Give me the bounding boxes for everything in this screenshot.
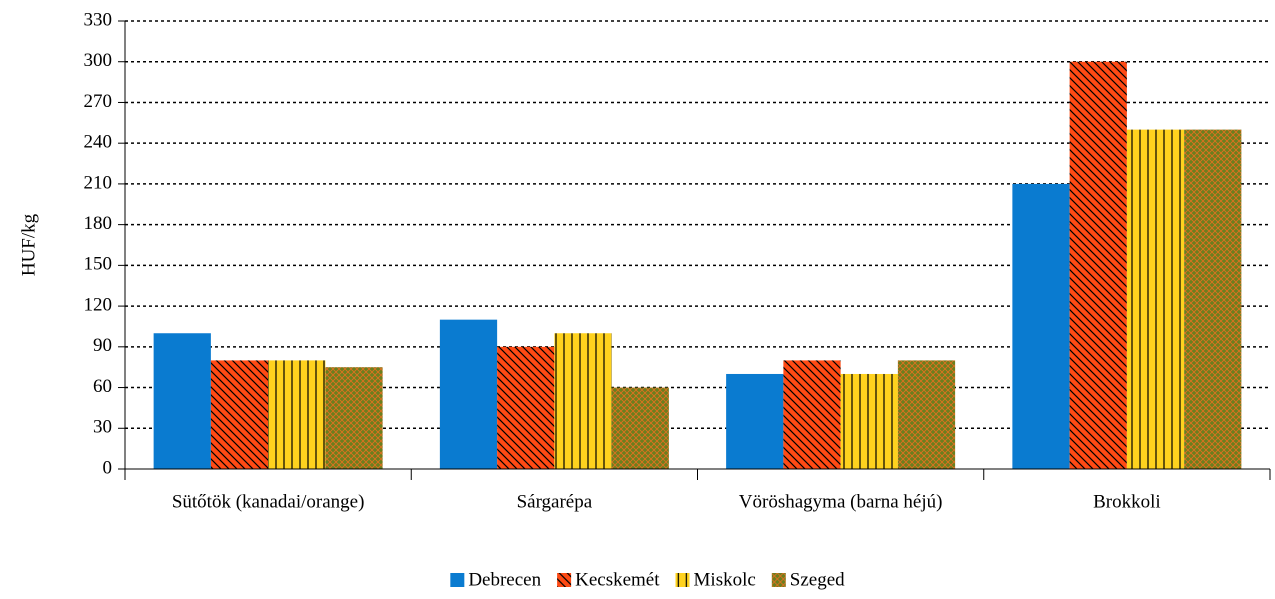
legend-label: Kecskemét	[575, 569, 660, 590]
bar	[1184, 129, 1242, 469]
legend-marker	[771, 573, 786, 587]
bar	[153, 333, 211, 469]
y-tick-label: 0	[103, 457, 113, 478]
y-tick-label: 60	[93, 376, 112, 397]
bar	[1126, 129, 1185, 469]
bar	[268, 360, 326, 469]
bar	[1012, 183, 1070, 469]
y-tick-label: 90	[93, 335, 112, 356]
bar	[897, 360, 956, 469]
x-tick-label: Sárgarépa	[517, 491, 593, 512]
bar	[554, 333, 612, 469]
legend-marker	[675, 573, 690, 587]
bar	[783, 360, 841, 469]
x-tick-label: Brokkoli	[1093, 491, 1161, 512]
bar	[1069, 61, 1127, 470]
y-tick-label: 240	[84, 132, 113, 153]
y-tick-label: 120	[84, 294, 113, 315]
legend: Debrecen Kecskemét Miskolc Szeged	[450, 569, 845, 590]
y-tick-label: 30	[93, 417, 112, 438]
x-tick-label: Vöröshagyma (barna héjú)	[739, 491, 943, 512]
legend-marker	[557, 573, 572, 587]
bar	[840, 373, 898, 469]
bar	[726, 373, 784, 469]
y-tick-label: 180	[84, 213, 113, 234]
bar	[210, 360, 269, 469]
y-tick-label: 150	[84, 254, 113, 275]
y-tick-label: 270	[84, 91, 113, 112]
bar	[439, 319, 498, 469]
legend-label: Szeged	[790, 569, 845, 590]
bar	[497, 346, 555, 469]
y-axis-label: HUF/kg	[18, 213, 39, 276]
bar	[611, 387, 669, 469]
y-tick-label: 300	[84, 50, 113, 71]
y-tick-label: 330	[84, 9, 113, 30]
x-tick-label: Sütőtök (kanadai/orange)	[172, 491, 365, 512]
legend-label: Debrecen	[468, 569, 541, 590]
legend-marker	[450, 573, 465, 587]
bar	[325, 367, 383, 469]
legend-label: Miskolc	[694, 569, 756, 590]
y-tick-label: 210	[84, 172, 113, 193]
